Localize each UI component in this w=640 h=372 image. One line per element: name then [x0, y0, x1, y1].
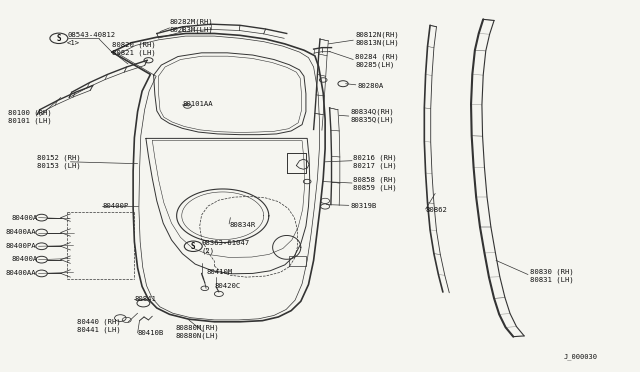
Text: 80400AA: 80400AA [5, 230, 36, 235]
Text: 80400A: 80400A [12, 215, 38, 221]
Text: 80841: 80841 [134, 296, 156, 302]
Text: 80862: 80862 [426, 207, 447, 213]
Text: 80152 (RH)
80153 (LH): 80152 (RH) 80153 (LH) [37, 155, 81, 169]
Text: 80830 (RH)
80831 (LH): 80830 (RH) 80831 (LH) [530, 269, 573, 283]
Text: 80319B: 80319B [351, 203, 377, 209]
Text: 80216 (RH)
80217 (LH): 80216 (RH) 80217 (LH) [353, 155, 397, 169]
Text: 80400P: 80400P [102, 203, 129, 209]
Text: 08363-61047
(2): 08363-61047 (2) [202, 240, 250, 254]
Text: 80400AA: 80400AA [5, 270, 36, 276]
Text: 80282M(RH)
80283M(LH): 80282M(RH) 80283M(LH) [170, 19, 213, 33]
Text: 80420C: 80420C [214, 283, 241, 289]
Text: 80834Q(RH)
80835Q(LH): 80834Q(RH) 80835Q(LH) [351, 109, 394, 123]
Text: 80100 (RH)
80101 (LH): 80100 (RH) 80101 (LH) [8, 110, 51, 124]
Text: 80834R: 80834R [229, 222, 255, 228]
Text: 80820 (RH)
80821 (LH): 80820 (RH) 80821 (LH) [112, 41, 156, 55]
Text: S: S [191, 242, 196, 251]
Text: 80880M(RH)
80880N(LH): 80880M(RH) 80880N(LH) [176, 325, 220, 339]
Text: 80410M: 80410M [206, 269, 232, 275]
Text: S: S [56, 34, 61, 43]
Text: 80440 (RH)
80441 (LH): 80440 (RH) 80441 (LH) [77, 318, 120, 333]
Text: 08543-40812
<1>: 08543-40812 <1> [67, 32, 115, 46]
Text: 80284 (RH)
80285(LH): 80284 (RH) 80285(LH) [355, 53, 399, 67]
Text: 80101AA: 80101AA [182, 101, 213, 107]
Text: 80280A: 80280A [357, 83, 383, 89]
Text: 80858 (RH)
80859 (LH): 80858 (RH) 80859 (LH) [353, 177, 397, 191]
Text: 80812N(RH)
80813N(LH): 80812N(RH) 80813N(LH) [355, 32, 399, 46]
Text: J_000030: J_000030 [563, 353, 597, 360]
Text: 80400PA: 80400PA [5, 243, 36, 248]
Text: 80400A: 80400A [12, 256, 38, 262]
Text: 80410B: 80410B [138, 330, 164, 336]
